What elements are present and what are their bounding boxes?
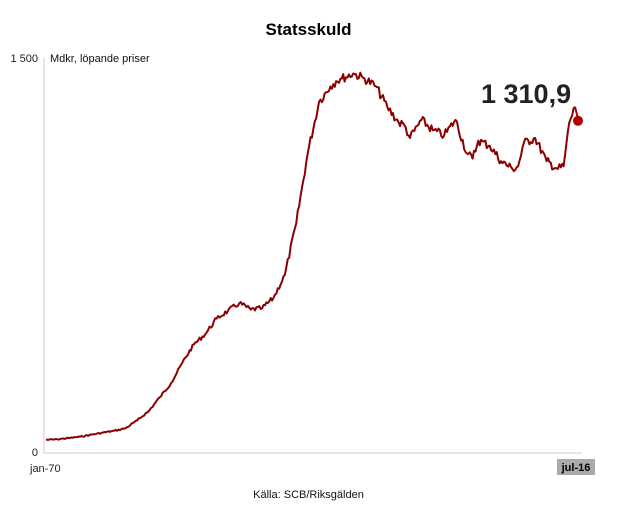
x-tick-label-start: jan-70 (29, 463, 61, 475)
x-end-label-background (557, 459, 595, 475)
end-marker-pointer (574, 106, 579, 120)
end-marker-icon (573, 106, 583, 126)
y-tick-label-top: 1 500 (10, 53, 38, 65)
y-tick-label-zero: 0 (32, 447, 38, 459)
source-note: Källa: SCB/Riksgälden (253, 489, 364, 501)
x-tick-label-end: jul-16 (561, 462, 591, 474)
chart-title: Statsskuld (265, 20, 352, 39)
series-line (46, 71, 576, 441)
unit-label: Mdkr, löpande priser (50, 53, 150, 65)
last-value-label: 1 310,9 (481, 79, 571, 109)
end-marker-dot (573, 115, 583, 126)
